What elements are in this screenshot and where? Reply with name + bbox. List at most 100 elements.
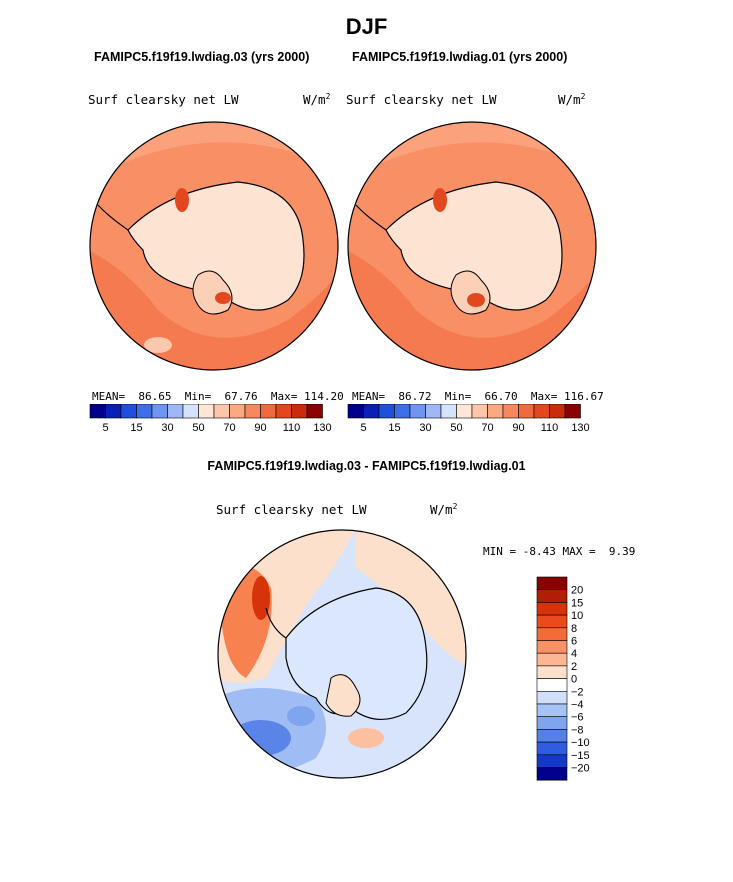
antarctica-coastline (385, 181, 563, 311)
colorbar-tick-label: 6 (571, 636, 577, 648)
colorbar-swatch (260, 404, 277, 419)
diff-variable-label: Surf clearsky net LW (216, 502, 367, 517)
left-stats: MEAN= 86.65 Min= 67.76 Max= 114.20 (92, 390, 344, 403)
hotspot (433, 188, 447, 212)
colorbar-tick-label: 110 (283, 422, 301, 434)
colorbar-swatch (536, 703, 568, 717)
colorbar-tick-label: −10 (571, 737, 590, 749)
colorbar-swatch (363, 404, 380, 419)
diff-stats: MIN = -8.43 MAX = 9.39 (483, 545, 636, 558)
colorbar-swatch (394, 404, 411, 419)
colorbar-swatch (136, 404, 153, 419)
colorbar-swatch (105, 404, 122, 419)
colorbar-tick-label: −2 (571, 686, 584, 698)
colorbar-tick-label: 50 (450, 422, 462, 434)
peninsula (265, 607, 287, 639)
colorbar-tick-label: −8 (571, 724, 584, 736)
colorbar-swatch (425, 404, 442, 419)
right-variable-label: Surf clearsky net LW (346, 92, 497, 107)
colorbar-tick-label: −6 (571, 712, 584, 724)
right-stats: MEAN= 86.72 Min= 66.70 Max= 116.67 (352, 390, 604, 403)
colorbar-tick-label: 15 (130, 422, 142, 434)
colorbar-swatch (151, 404, 168, 419)
colorbar-tick-label: 10 (571, 610, 583, 622)
hotspot (215, 292, 231, 304)
colorbar-swatch (536, 652, 568, 667)
map-boundary (347, 121, 597, 371)
colorbar-swatch (536, 678, 568, 692)
colorbar-swatch (275, 404, 292, 419)
colorbar-tick-label: 90 (512, 422, 524, 434)
colorbar-tick-label: 0 (571, 674, 577, 686)
right-polar-map (347, 121, 597, 371)
left-units: W/m2 (303, 92, 331, 108)
colorbar-swatch (536, 767, 568, 781)
warm-band (348, 250, 596, 370)
colorbar-swatch (167, 404, 184, 419)
colorbar-tick-label: 15 (388, 422, 400, 434)
patch (144, 337, 172, 353)
colorbar-swatch (347, 404, 364, 419)
left-case-title: FAMIPC5.f19f19.lwdiag.03 (yrs 2000) (94, 50, 310, 64)
colorbar-tick-label: 5 (360, 422, 366, 434)
colorbar-tick-label: 4 (571, 648, 577, 660)
right-units: W/m2 (558, 92, 586, 108)
colorbar-swatch (440, 404, 457, 419)
diff-polar-map (217, 529, 467, 779)
colorbar-swatch (502, 404, 519, 419)
left-variable-label: Surf clearsky net LW (88, 92, 239, 107)
colorbar-swatch (518, 404, 535, 419)
antarctica-coastline (285, 587, 428, 720)
colorbar-swatch (536, 614, 568, 629)
colorbar-swatch (487, 404, 504, 419)
colorbar-tick-label: −20 (571, 763, 590, 775)
page-title: DJF (345, 14, 388, 39)
colorbar-tick-label: 2 (571, 661, 577, 673)
colorbar-swatch (536, 589, 568, 603)
colorbar-tick-label: 130 (313, 422, 331, 434)
left-polar-map (89, 121, 339, 371)
colorbar-tick-label: 8 (571, 623, 577, 635)
colorbar-swatch (213, 404, 230, 419)
hotspot (467, 293, 485, 307)
colorbar-swatch (198, 404, 215, 419)
colorbar-tick-label: 130 (571, 422, 589, 434)
ross-sea-ice (325, 674, 361, 717)
peninsula (97, 204, 129, 231)
colorbar-swatch (471, 404, 488, 419)
strong-warm-core (252, 576, 270, 620)
right-colorbar: 5 15 30 50 70 90 110 130 (347, 404, 590, 434)
colorbar-swatch (536, 741, 568, 756)
colorbar-swatch (378, 404, 395, 419)
colorbar-tick-label: 50 (192, 422, 204, 434)
colorbar-swatch (549, 404, 566, 419)
colorbar-swatch (536, 665, 568, 679)
colorbar-swatch (536, 691, 568, 705)
colorbar-tick-label: 30 (161, 422, 173, 434)
colorbar-swatch (533, 404, 550, 419)
colorbar-swatch (536, 602, 568, 616)
map-boundary (89, 121, 339, 371)
map-boundary (217, 529, 467, 779)
colorbar-tick-label: 110 (541, 422, 559, 434)
colorbar-swatch (536, 729, 568, 743)
colorbar-swatch (229, 404, 246, 419)
diff-title: FAMIPC5.f19f19.lwdiag.03 - FAMIPC5.f19f1… (207, 459, 526, 473)
left-colorbar: 5 15 30 50 70 90 110 130 (89, 404, 332, 434)
diff-units: W/m2 (430, 502, 458, 518)
colorbar-swatch (456, 404, 473, 419)
colorbar-tick-label: 70 (223, 422, 235, 434)
warm-patch (348, 728, 384, 748)
colorbar-tick-label: −15 (571, 750, 590, 762)
colorbar-swatch (89, 404, 106, 419)
colorbar-tick-label: 90 (254, 422, 266, 434)
colorbar-swatch (564, 404, 581, 419)
colorbar-tick-label: −4 (571, 699, 584, 711)
colorbar-swatch (536, 627, 568, 641)
colorbar-tick-label: 15 (571, 597, 583, 609)
colorbar-swatch (120, 404, 137, 419)
hotspot (175, 188, 189, 212)
colorbar-tick-label: 30 (419, 422, 431, 434)
colorbar-tick-label: 70 (481, 422, 493, 434)
colorbar-swatch (536, 754, 568, 768)
